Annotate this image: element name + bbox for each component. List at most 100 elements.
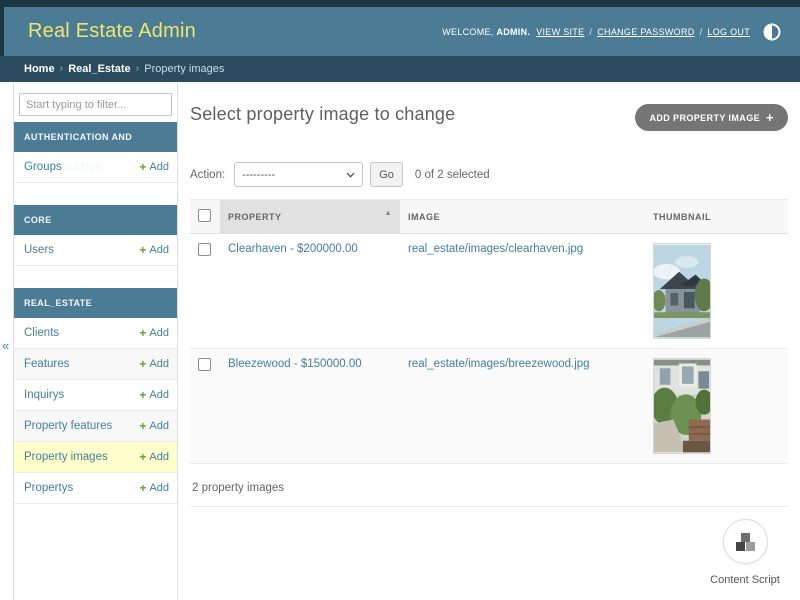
breadcrumb-real-estate[interactable]: Real_Estate xyxy=(68,63,131,75)
content-script-label: Content Script xyxy=(710,574,780,586)
breadcrumb-home[interactable]: Home xyxy=(24,63,55,75)
plus-icon: + xyxy=(139,326,147,340)
row-checkbox[interactable] xyxy=(198,243,211,256)
sidebar-collapse-toggle[interactable]: « xyxy=(2,338,10,353)
add-inquirys-link[interactable]: + Add xyxy=(139,389,169,401)
breadcrumb-separator: › xyxy=(135,63,140,75)
add-property-image-button[interactable]: ADD PROPERTY IMAGE + xyxy=(635,104,788,131)
view-site-link[interactable]: VIEW SITE xyxy=(536,26,585,37)
table-header-row: PROPERTY ▲ IMAGE THUMBNAIL xyxy=(190,199,788,234)
selection-counter: 0 of 2 selected xyxy=(414,168,490,181)
add-label: Add xyxy=(149,482,169,494)
add-propertys-link[interactable]: + Add xyxy=(139,482,169,494)
link-separator: / xyxy=(589,26,593,37)
action-label: Action: xyxy=(190,168,226,181)
app-title[interactable]: Real Estate Admin xyxy=(28,20,196,42)
add-label: Add xyxy=(149,327,169,339)
column-label: PROPERTY xyxy=(228,211,282,222)
plus-icon: + xyxy=(139,357,147,371)
column-label: THUMBNAIL xyxy=(653,211,711,222)
sidebar-item-inquirys[interactable]: Inquirys xyxy=(24,389,65,401)
column-header-property[interactable]: PROPERTY ▲ xyxy=(220,199,400,234)
breadcrumb: Home › Real_Estate › Property images xyxy=(0,56,800,82)
blocks-icon xyxy=(736,532,755,551)
section-authentication-caption: AUTHENTICATION AND AUTHORIZATION xyxy=(14,122,177,172)
theme-toggle-icon[interactable] xyxy=(762,21,782,43)
plus-icon: + xyxy=(139,450,147,464)
section-core: CORE Users + Add xyxy=(14,205,177,266)
add-clients-link[interactable]: + Add xyxy=(139,327,169,339)
breadcrumb-current: Property images xyxy=(144,63,225,75)
add-label: Add xyxy=(149,389,169,401)
app-header: Real Estate Admin WELCOME, ADMIN. VIEW S… xyxy=(0,7,800,56)
add-features-link[interactable]: + Add xyxy=(139,358,169,370)
sidebar: AUTHENTICATION AND AUTHORIZATION Groups … xyxy=(13,82,178,600)
sidebar-item-property-features-row: Property features + Add xyxy=(14,411,177,442)
sidebar-item-features[interactable]: Features xyxy=(24,358,70,370)
sidebar-item-property-images-row: Property images + Add xyxy=(14,442,177,473)
plus-icon: + xyxy=(139,388,147,402)
table-row: Clearhaven - $200000.00 real_estate/imag… xyxy=(190,233,788,349)
plus-icon: + xyxy=(139,419,147,433)
section-core-caption: CORE xyxy=(14,205,177,235)
column-header-thumbnail: THUMBNAIL xyxy=(645,199,788,234)
add-label: Add xyxy=(149,358,169,370)
clearhaven-thumbnail xyxy=(653,243,711,339)
section-real-estate-caption: REAL_ESTATE xyxy=(14,288,177,318)
sidebar-item-users-row: Users + Add xyxy=(14,235,177,266)
image-path-link[interactable]: real_estate/images/breezewood.jpg xyxy=(408,358,590,370)
table-row: Bleezewood - $150000.00 real_estate/imag… xyxy=(190,348,788,464)
sidebar-item-users[interactable]: Users xyxy=(24,244,55,256)
image-path-link[interactable]: real_estate/images/clearhaven.jpg xyxy=(408,243,584,255)
sidebar-item-propertys-row: Propertys + Add xyxy=(14,473,177,504)
welcome-prefix: WELCOME, xyxy=(442,26,494,37)
sidebar-item-clients[interactable]: Clients xyxy=(24,327,60,339)
sidebar-item-property-features[interactable]: Property features xyxy=(24,420,113,432)
property-link[interactable]: Clearhaven - $200000.00 xyxy=(228,243,358,255)
title-row: Select property image to change ADD PROP… xyxy=(190,104,788,131)
username: ADMIN. xyxy=(496,26,531,37)
window-top-edge xyxy=(0,0,800,7)
sidebar-filter-input[interactable] xyxy=(19,93,172,116)
add-groups-link[interactable]: + Add xyxy=(139,161,169,173)
add-label: Add xyxy=(149,161,169,173)
sidebar-item-inquirys-row: Inquirys + Add xyxy=(14,380,177,411)
column-header-image[interactable]: IMAGE xyxy=(400,199,645,234)
layout: « AUTHENTICATION AND AUTHORIZATION Group… xyxy=(0,82,800,600)
change-password-link[interactable]: CHANGE PASSWORD xyxy=(597,26,695,37)
content-script-button[interactable] xyxy=(722,519,768,564)
changelist-table: PROPERTY ▲ IMAGE THUMBNAIL C xyxy=(190,199,788,464)
page-title: Select property image to change xyxy=(190,104,456,124)
add-label: Add xyxy=(149,420,169,432)
action-select[interactable]: --------- xyxy=(234,162,364,187)
row-checkbox[interactable] xyxy=(198,358,211,371)
sidebar-item-propertys[interactable]: Propertys xyxy=(24,482,74,494)
add-label: Add xyxy=(149,244,169,256)
property-link[interactable]: Bleezewood - $150000.00 xyxy=(228,358,362,370)
sidebar-item-groups-row: Groups + Add xyxy=(14,152,177,183)
sort-ascending-icon: ▲ xyxy=(384,210,392,217)
add-button-label: ADD PROPERTY IMAGE xyxy=(649,112,760,123)
actions-bar: Action: --------- Go 0 of 2 selected xyxy=(190,162,788,187)
chevron-down-icon xyxy=(346,169,355,181)
select-all-checkbox[interactable] xyxy=(198,209,211,222)
plus-icon: + xyxy=(139,243,147,257)
sidebar-item-property-images[interactable]: Property images xyxy=(24,451,108,463)
action-select-value: --------- xyxy=(242,168,276,181)
sidebar-item-clients-row: Clients + Add xyxy=(14,318,177,349)
column-label: IMAGE xyxy=(408,211,441,222)
logout-link[interactable]: LOG OUT xyxy=(707,26,750,37)
content-script-widget: Content Script xyxy=(700,519,790,586)
plus-icon: + xyxy=(766,110,774,125)
go-button[interactable]: Go xyxy=(370,162,403,187)
sidebar-item-groups[interactable]: Groups xyxy=(24,161,62,173)
add-property-features-link[interactable]: + Add xyxy=(139,420,169,432)
sidebar-item-features-row: Features + Add xyxy=(14,349,177,380)
breadcrumb-separator: › xyxy=(59,63,64,75)
link-separator: / xyxy=(699,26,703,37)
add-users-link[interactable]: + Add xyxy=(139,244,169,256)
add-property-images-link[interactable]: + Add xyxy=(139,451,169,463)
section-real-estate: REAL_ESTATE Clients + Add Features + Add xyxy=(14,288,177,504)
plus-icon: + xyxy=(139,481,147,495)
